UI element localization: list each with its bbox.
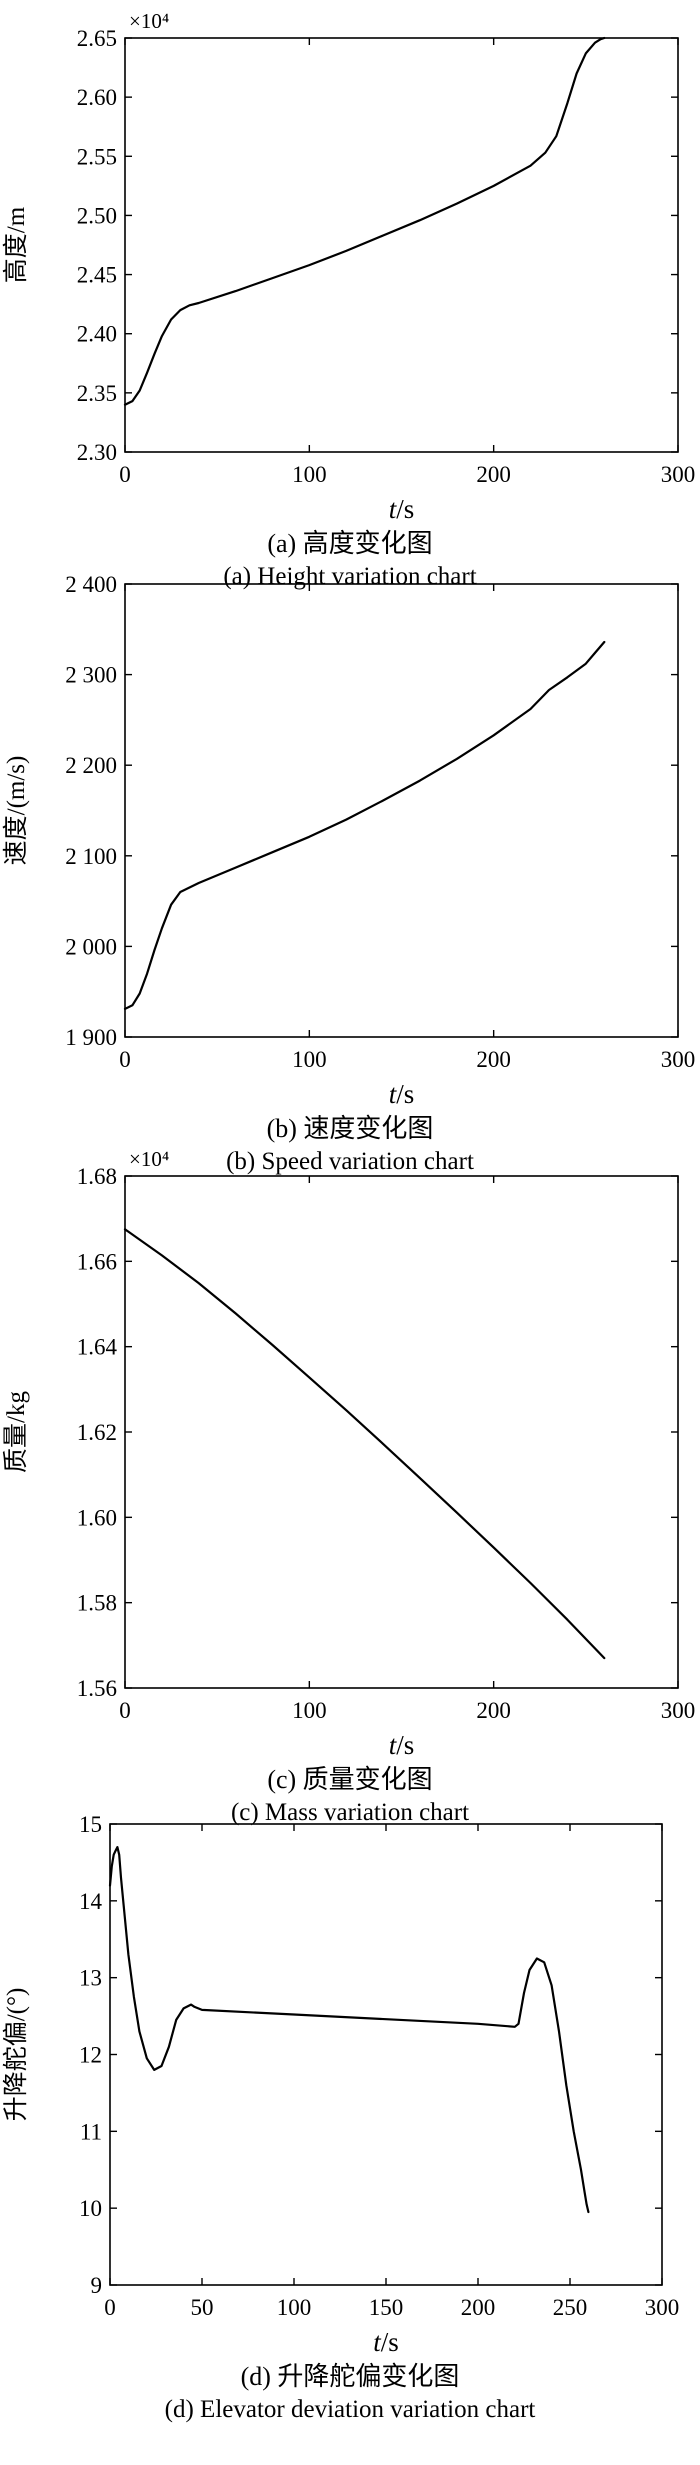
x-axis-label-unit: /s bbox=[396, 1730, 414, 1760]
x-tick-label: 300 bbox=[645, 2295, 680, 2320]
y-tick-label: 9 bbox=[91, 2273, 103, 2298]
x-axis-label: t/s bbox=[373, 2327, 399, 2357]
y-tick-label: 2.35 bbox=[77, 381, 117, 406]
y-tick-label: 1.68 bbox=[77, 1164, 117, 1189]
chart-panel-3: 0 100 200 300 1.56 1.58 1.60 1.62 1.64 1.66 1.68 ×1… bbox=[2, 1147, 695, 1826]
y-tick-label: 2.40 bbox=[77, 322, 117, 347]
plot-frame bbox=[124, 583, 679, 1038]
y-tick-label: 2.50 bbox=[77, 203, 117, 228]
y-axis-label: 升降舵偏/(°) bbox=[2, 1988, 30, 2122]
caption-en: (b) Speed variation chart bbox=[226, 1148, 474, 1175]
series-line-1 bbox=[123, 1228, 606, 1660]
caption-cn: (c) 质量变化图 bbox=[267, 1765, 432, 1794]
y-tick-label: 2.55 bbox=[77, 144, 117, 169]
y-tick-label: 2 000 bbox=[65, 934, 117, 959]
x-tick-label: 0 bbox=[119, 462, 131, 487]
x-tick-label: 50 bbox=[191, 2295, 214, 2320]
x-axis-label-unit: /s bbox=[381, 2327, 399, 2357]
y-axis-label: 质量/kg bbox=[2, 1391, 30, 1473]
plot-frame bbox=[124, 1175, 679, 1689]
plot-frame bbox=[124, 37, 679, 453]
x-axis-label: t/s bbox=[389, 494, 415, 524]
x-axis-label-var: t bbox=[373, 2327, 382, 2357]
series-line-1 bbox=[108, 1845, 590, 2214]
series-line-1 bbox=[123, 36, 606, 406]
x-tick-label: 200 bbox=[476, 1047, 511, 1072]
chart-panel-2: 0 100 200 300 1 900 2 000 2 100 2 200 2 300 2 400… bbox=[2, 572, 695, 1175]
y-tick-label: 10 bbox=[79, 2196, 102, 2221]
x-tick-label: 300 bbox=[661, 1698, 696, 1723]
x-tick-label: 100 bbox=[292, 1047, 327, 1072]
caption-en: (a) Height variation chart bbox=[223, 563, 476, 590]
x-axis-label: t/s bbox=[389, 1730, 415, 1760]
y-tick-label: 2 200 bbox=[65, 753, 117, 778]
y-tick-label: 11 bbox=[80, 2119, 102, 2144]
x-axis-label: t/s bbox=[389, 1079, 415, 1109]
y-tick-label: 2 100 bbox=[65, 844, 117, 869]
y-tick-label: 2 300 bbox=[65, 663, 117, 688]
y-tick-label: 1.58 bbox=[77, 1591, 117, 1616]
y-tick-label: 1.64 bbox=[77, 1335, 118, 1360]
y-tick-label: 1.56 bbox=[77, 1676, 117, 1701]
x-tick-label: 250 bbox=[553, 2295, 588, 2320]
x-tick-label: 200 bbox=[461, 2295, 496, 2320]
x-tick-label: 100 bbox=[277, 2295, 312, 2320]
y-tick-label: 15 bbox=[79, 1812, 102, 1837]
x-tick-label: 150 bbox=[369, 2295, 404, 2320]
y-tick-label: 2.45 bbox=[77, 263, 117, 288]
y-tick-label: 14 bbox=[79, 1889, 103, 1914]
series-line-1 bbox=[123, 640, 606, 1011]
x-tick-label: 200 bbox=[476, 462, 511, 487]
x-tick-label: 0 bbox=[104, 2295, 116, 2320]
caption-cn: (d) 升降舵偏变化图 bbox=[241, 2362, 460, 2391]
y-multiplier: ×10⁴ bbox=[129, 9, 169, 33]
y-tick-label: 13 bbox=[79, 1966, 102, 1991]
y-multiplier: ×10⁴ bbox=[129, 1147, 169, 1171]
x-axis-label-var: t bbox=[389, 1079, 398, 1109]
y-tick-label: 12 bbox=[79, 2043, 102, 2068]
x-tick-label: 100 bbox=[292, 1698, 327, 1723]
x-tick-label: 100 bbox=[292, 462, 327, 487]
x-tick-label: 200 bbox=[476, 1698, 511, 1723]
caption-en: (c) Mass variation chart bbox=[231, 1799, 469, 1826]
y-tick-label: 2.60 bbox=[77, 85, 117, 110]
y-tick-label: 2 400 bbox=[65, 572, 117, 597]
y-tick-label: 1 900 bbox=[65, 1025, 117, 1050]
plot-frame bbox=[109, 1823, 663, 2286]
caption-cn: (b) 速度变化图 bbox=[267, 1114, 434, 1143]
x-tick-label: 0 bbox=[119, 1047, 131, 1072]
chart-panel-1: 0 100 200 300 2.30 2.35 2.40 2.45 2.50 2.55 2.60 2.… bbox=[2, 9, 695, 590]
y-axis-label: 速度/(m/s) bbox=[2, 756, 30, 866]
x-tick-label: 300 bbox=[661, 462, 696, 487]
x-axis-label-unit: /s bbox=[396, 494, 414, 524]
chart-panel-4: 0 50 100 150 200 250 300 9 10 11 12 13 14 15 升降舵偏/(°) t… bbox=[2, 1812, 679, 2423]
y-axis-label: 高度/m bbox=[2, 206, 30, 283]
y-tick-label: 1.62 bbox=[77, 1420, 117, 1445]
x-axis-label-var: t bbox=[389, 1730, 398, 1760]
y-tick-label: 1.60 bbox=[77, 1505, 117, 1530]
x-axis-label-unit: /s bbox=[396, 1079, 414, 1109]
x-tick-label: 300 bbox=[661, 1047, 696, 1072]
x-axis-label-var: t bbox=[389, 494, 398, 524]
y-tick-label: 1.66 bbox=[77, 1249, 117, 1274]
x-tick-label: 0 bbox=[119, 1698, 131, 1723]
y-tick-label: 2.65 bbox=[77, 26, 117, 51]
y-tick-label: 2.30 bbox=[77, 440, 117, 465]
caption-en: (d) Elevator deviation variation chart bbox=[165, 2396, 536, 2423]
caption-cn: (a) 高度变化图 bbox=[267, 529, 432, 558]
